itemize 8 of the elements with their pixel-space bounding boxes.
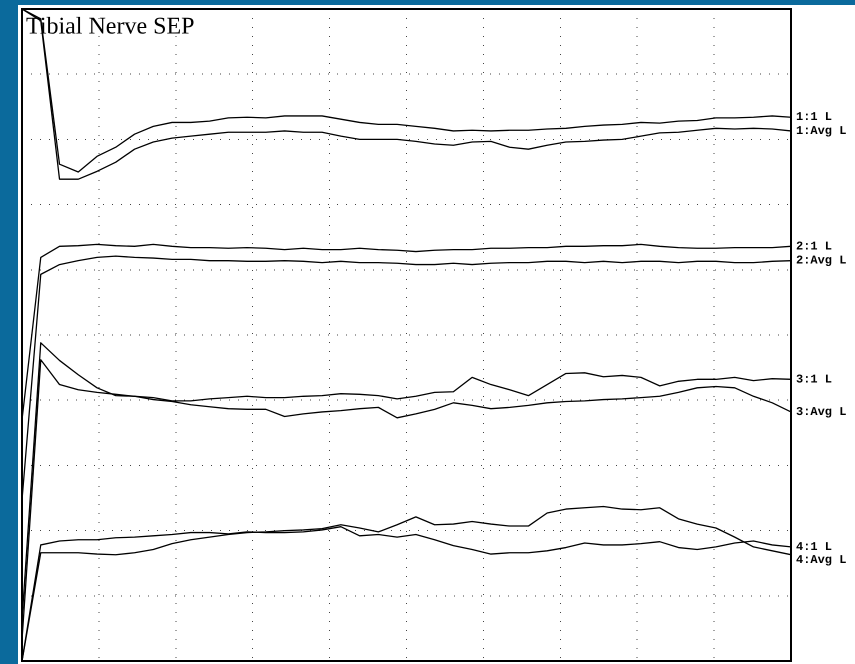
series-label: 1:Avg L — [796, 124, 846, 138]
series-label: 4:1 L — [796, 540, 832, 554]
series-label: 2:Avg L — [796, 254, 846, 268]
series-label: 3:1 L — [796, 372, 832, 386]
series-label: 2:1 L — [796, 239, 832, 254]
series-label: 4:Avg L — [796, 552, 846, 567]
series-label: 3:Avg L — [796, 404, 846, 419]
series-label: 1:1 L — [796, 110, 832, 124]
